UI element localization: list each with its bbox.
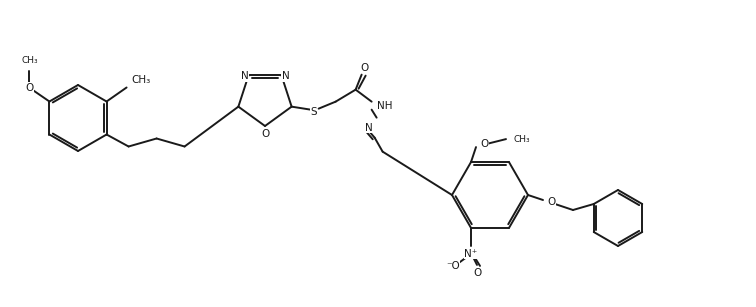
Text: N: N — [240, 71, 249, 81]
Text: S: S — [310, 107, 317, 117]
Text: CH₃: CH₃ — [132, 75, 151, 84]
Text: CH₃: CH₃ — [514, 134, 531, 144]
Text: O: O — [25, 83, 33, 92]
Text: N: N — [281, 71, 290, 81]
Text: O: O — [361, 63, 369, 73]
Text: CH₃: CH₃ — [21, 56, 38, 64]
Text: O: O — [261, 129, 269, 139]
Text: O: O — [472, 268, 481, 278]
Text: NH: NH — [376, 101, 392, 111]
Text: O: O — [480, 139, 488, 149]
Text: ⁻O: ⁻O — [446, 261, 460, 271]
Text: N⁺: N⁺ — [464, 249, 478, 259]
Text: O: O — [547, 197, 555, 207]
Text: N: N — [364, 123, 373, 133]
